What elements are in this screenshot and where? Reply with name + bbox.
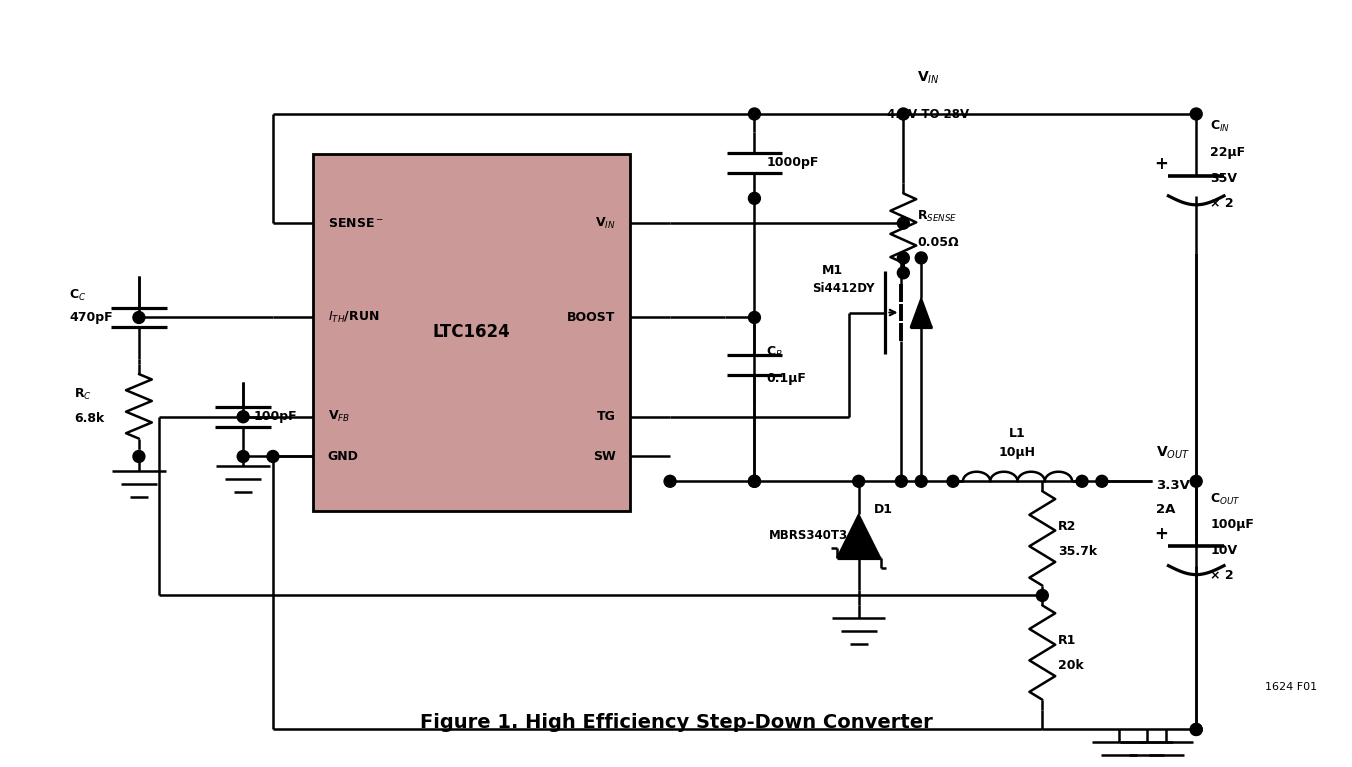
Circle shape: [898, 108, 910, 120]
Text: V$_{IN}$: V$_{IN}$: [595, 216, 615, 231]
Text: TG: TG: [596, 410, 615, 423]
Text: M1: M1: [822, 265, 844, 278]
Text: 6.8k: 6.8k: [74, 412, 104, 425]
Circle shape: [749, 476, 760, 487]
Text: R$_C$: R$_C$: [74, 387, 92, 402]
Circle shape: [237, 450, 249, 463]
Circle shape: [915, 476, 927, 487]
Circle shape: [1190, 723, 1202, 736]
Text: C$_{OUT}$: C$_{OUT}$: [1210, 492, 1241, 507]
Text: BOOST: BOOST: [566, 311, 615, 324]
Text: V$_{IN}$: V$_{IN}$: [917, 70, 940, 86]
Text: R2: R2: [1059, 520, 1076, 533]
Text: LTC1624: LTC1624: [433, 324, 510, 341]
Text: 1000pF: 1000pF: [767, 156, 819, 169]
Text: 0.1μF: 0.1μF: [767, 372, 806, 385]
Text: 10V: 10V: [1210, 545, 1237, 558]
Text: L1: L1: [1009, 426, 1026, 439]
Text: MBRS340T3: MBRS340T3: [769, 529, 849, 542]
Text: Figure 1. High Efficiency Step-Down Converter: Figure 1. High Efficiency Step-Down Conv…: [419, 713, 933, 732]
Circle shape: [749, 311, 760, 324]
Text: 470pF: 470pF: [69, 311, 114, 324]
Text: 35.7k: 35.7k: [1059, 545, 1098, 558]
Text: × 2: × 2: [1210, 197, 1234, 210]
Circle shape: [749, 476, 760, 487]
Text: 20k: 20k: [1059, 659, 1084, 672]
Text: 0.05Ω: 0.05Ω: [917, 235, 959, 249]
Text: C$_B$: C$_B$: [767, 345, 783, 360]
Text: V$_{FB}$: V$_{FB}$: [327, 410, 350, 424]
Circle shape: [132, 450, 145, 463]
Bar: [312, 153, 630, 511]
Text: C$_C$: C$_C$: [69, 288, 87, 303]
Circle shape: [1190, 108, 1202, 120]
Polygon shape: [910, 298, 932, 328]
Text: 100pF: 100pF: [253, 410, 296, 423]
Circle shape: [266, 450, 279, 463]
Text: R$_{SENSE}$: R$_{SENSE}$: [917, 209, 957, 224]
Text: × 2: × 2: [1210, 569, 1234, 582]
Text: 3.3V: 3.3V: [1156, 479, 1190, 492]
Text: 100μF: 100μF: [1210, 518, 1253, 532]
Circle shape: [895, 476, 907, 487]
Text: R1: R1: [1059, 634, 1076, 647]
Circle shape: [1037, 590, 1048, 601]
Text: C$_{IN}$: C$_{IN}$: [1210, 120, 1230, 134]
Circle shape: [132, 311, 145, 324]
Circle shape: [853, 476, 865, 487]
Text: D1: D1: [873, 502, 892, 515]
Circle shape: [946, 476, 959, 487]
Text: +: +: [1155, 155, 1168, 173]
Circle shape: [915, 252, 927, 264]
Circle shape: [1096, 476, 1107, 487]
Text: 10μH: 10μH: [999, 446, 1036, 459]
Text: Si4412DY: Si4412DY: [813, 282, 875, 295]
Text: 35V: 35V: [1210, 172, 1237, 185]
Circle shape: [898, 217, 910, 229]
Text: SW: SW: [592, 450, 615, 463]
Polygon shape: [837, 514, 880, 558]
Text: +: +: [1155, 525, 1168, 543]
Text: SENSE$^-$: SENSE$^-$: [327, 216, 383, 229]
Text: 1624 F01: 1624 F01: [1265, 682, 1317, 692]
Circle shape: [664, 476, 676, 487]
Circle shape: [898, 252, 910, 264]
Circle shape: [898, 267, 910, 278]
Text: GND: GND: [327, 450, 358, 463]
Circle shape: [749, 193, 760, 204]
Text: 22μF: 22μF: [1210, 146, 1245, 160]
Circle shape: [237, 411, 249, 423]
Circle shape: [1076, 476, 1088, 487]
Text: 2A: 2A: [1156, 503, 1176, 516]
Text: 4.8V TO 28V: 4.8V TO 28V: [887, 108, 969, 121]
Circle shape: [1190, 723, 1202, 736]
Text: $I_{TH}$/RUN: $I_{TH}$/RUN: [327, 310, 379, 325]
Circle shape: [1190, 476, 1202, 487]
Text: V$_{OUT}$: V$_{OUT}$: [1156, 445, 1191, 462]
Circle shape: [749, 108, 760, 120]
